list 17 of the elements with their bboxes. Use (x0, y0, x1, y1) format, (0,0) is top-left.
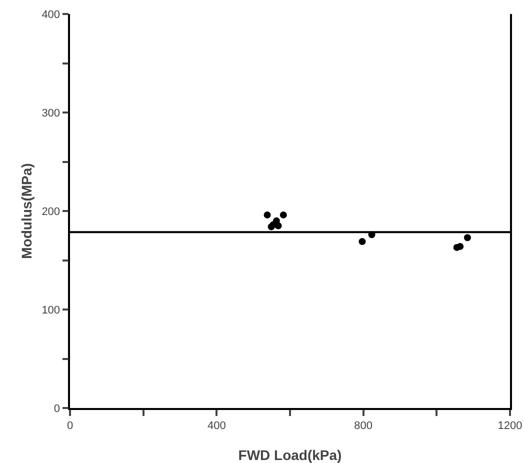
y-axis-title: Modulus(MPa) (18, 163, 34, 259)
x-tick-label: 0 (66, 420, 74, 432)
point (274, 222, 282, 230)
x-tick-label: 1200 (498, 420, 522, 432)
y-tick-label: 200 (42, 206, 60, 218)
point (264, 211, 271, 218)
point (280, 211, 287, 218)
x-axis-title: FWD Load(kPa) (238, 447, 342, 463)
point (464, 234, 471, 242)
x-tick-label: 800 (354, 420, 373, 432)
y-tick-label: 100 (42, 304, 60, 316)
x-tick-label: 400 (207, 420, 226, 432)
y-tick-label: 0 (54, 402, 60, 415)
y-tick-label: 400 (42, 8, 60, 21)
point (456, 242, 464, 250)
y-tick-label: 300 (42, 107, 60, 120)
point (358, 238, 366, 246)
